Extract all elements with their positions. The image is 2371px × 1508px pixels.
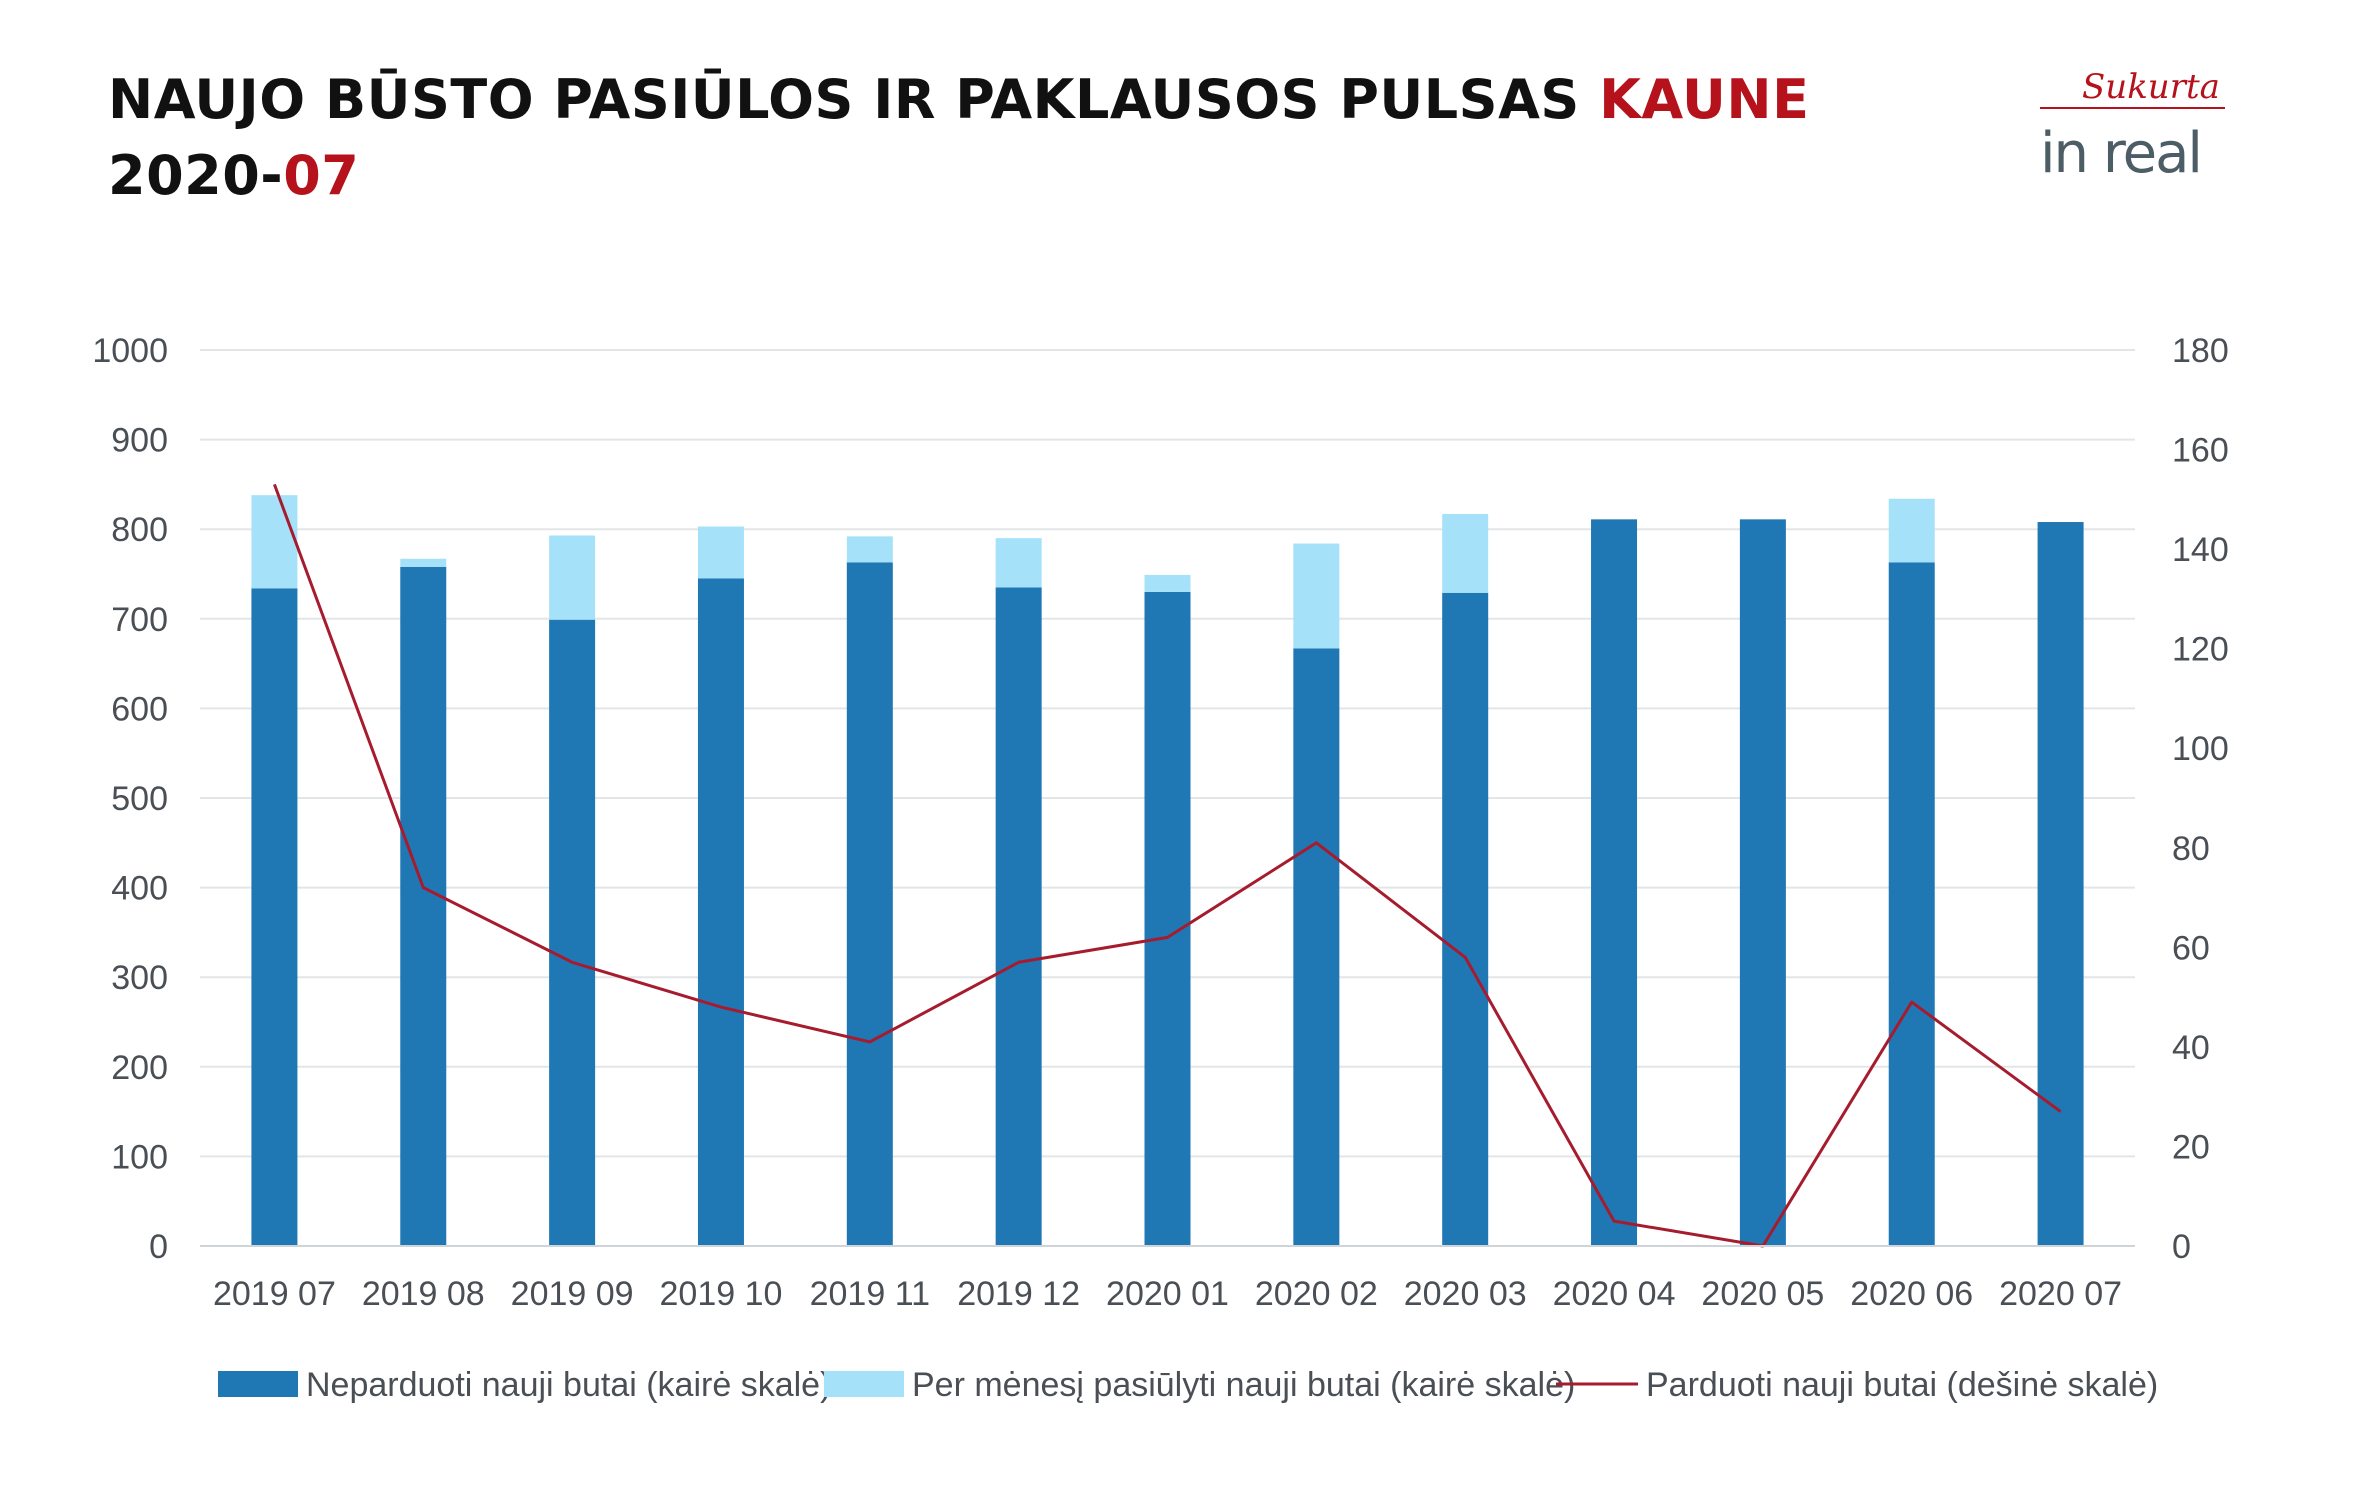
left-tick-label: 800 (111, 511, 168, 549)
x-tick-label: 2020 05 (1701, 1275, 1824, 1313)
left-tick-label: 100 (111, 1138, 168, 1176)
left-tick-label: 600 (111, 690, 168, 728)
x-tick-label: 2020 07 (1999, 1275, 2122, 1313)
left-tick-label: 400 (111, 870, 168, 908)
bar-offered (1144, 574, 1191, 592)
x-tick-label: 2019 12 (957, 1275, 1080, 1313)
right-tick-label: 140 (2172, 531, 2229, 569)
title-city: KAUNE (1599, 68, 1810, 131)
bar-unsold (1888, 562, 1935, 1246)
x-tick-label: 2020 02 (1255, 1275, 1378, 1313)
bar-offered (1888, 498, 1935, 563)
left-axis-ticks: 0 100 200 300 400 500 600 700 800 900 1000 (92, 332, 168, 1266)
bar-unsold (549, 619, 596, 1246)
inreal-logo: Sukurta in real (2040, 67, 2225, 186)
x-tick-label: 2020 01 (1106, 1275, 1229, 1313)
legend-swatch-unsold (218, 1371, 298, 1397)
right-tick-label: 100 (2172, 730, 2229, 768)
x-tick-label: 2019 11 (810, 1275, 930, 1313)
bar-unsold (251, 588, 298, 1246)
bar-unsold (995, 587, 1042, 1246)
bar-unsold (1739, 519, 1786, 1246)
legend: Neparduoti nauji butai (kairė skalė) Per … (218, 1366, 2158, 1404)
bar-unsold (697, 578, 744, 1246)
x-tick-label: 2019 08 (362, 1275, 485, 1313)
title-year: 2020- (108, 144, 284, 207)
bar-offered (846, 536, 893, 563)
bar-offered (251, 495, 298, 589)
bar-offered (549, 535, 596, 620)
bar-unsold (1591, 519, 1638, 1246)
left-tick-label: 700 (111, 601, 168, 639)
chart-title: NAUJO BŪSTO PASIŪLOS IR PAKLAUSOS PULSAS… (108, 62, 1809, 214)
title-main-text: NAUJO BŪSTO PASIŪLOS IR PAKLAUSOS PULSAS (108, 68, 1600, 131)
right-tick-label: 80 (2172, 830, 2210, 868)
left-tick-label: 0 (149, 1228, 168, 1266)
bar-unsold (1144, 591, 1191, 1246)
left-tick-label: 1000 (92, 332, 168, 370)
bar-unsold (1293, 648, 1340, 1246)
right-tick-label: 60 (2172, 929, 2210, 967)
right-axis-ticks: 0 20 40 60 80 100 120 140 160 180 (2172, 332, 2229, 1266)
x-tick-label: 2019 07 (213, 1275, 336, 1313)
bar-offered (400, 558, 447, 567)
bar-offered (1442, 513, 1489, 593)
title-month: 07 (283, 144, 360, 207)
bar-unsold (1442, 592, 1489, 1246)
x-tick-label: 2020 06 (1850, 1275, 1973, 1313)
right-tick-label: 160 (2172, 432, 2229, 470)
x-tick-label: 2019 09 (511, 1275, 634, 1313)
title-line-2: 2020-07 (108, 138, 1809, 214)
bar-offered (1293, 543, 1340, 649)
bar-offered (995, 538, 1042, 588)
x-tick-label: 2019 10 (660, 1275, 783, 1313)
right-tick-label: 40 (2172, 1029, 2210, 1067)
title-line-1: NAUJO BŪSTO PASIŪLOS IR PAKLAUSOS PULSAS… (108, 62, 1809, 138)
legend-label-sold: Parduoti nauji butai (dešinė skalė) (1646, 1366, 2158, 1404)
x-tick-label: 2020 03 (1404, 1275, 1527, 1313)
left-tick-label: 200 (111, 1049, 168, 1087)
logo-script-text: Sukurta (2082, 67, 2220, 107)
bar-offered (697, 526, 744, 579)
legend-swatch-offered (824, 1371, 904, 1397)
bar-unsold (2037, 522, 2084, 1246)
left-tick-label: 300 (111, 959, 168, 997)
logo-brand-text: in real (2040, 121, 2201, 186)
right-tick-label: 120 (2172, 631, 2229, 669)
bars (251, 495, 2084, 1246)
legend-label-unsold: Neparduoti nauji butai (kairė skalė) (306, 1366, 831, 1404)
right-tick-label: 180 (2172, 332, 2229, 370)
left-tick-label: 500 (111, 780, 168, 818)
x-tick-label: 2020 04 (1553, 1275, 1676, 1313)
right-tick-label: 20 (2172, 1128, 2210, 1166)
left-tick-label: 900 (111, 422, 168, 460)
bar-unsold (846, 562, 893, 1246)
right-tick-label: 0 (2172, 1228, 2191, 1266)
legend-label-offered: Per mėnesį pasiūlyti nauji butai (kairė … (912, 1366, 1575, 1404)
bar-unsold (400, 566, 447, 1246)
x-axis-ticks: 2019 07 2019 08 2019 09 2019 10 2019 11 2019 … (213, 1275, 2122, 1313)
